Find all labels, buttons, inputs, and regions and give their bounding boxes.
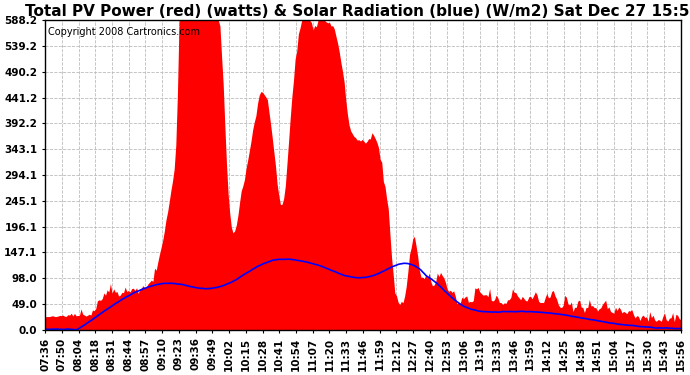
Text: Copyright 2008 Cartronics.com: Copyright 2008 Cartronics.com (48, 27, 200, 36)
Title: Total PV Power (red) (watts) & Solar Radiation (blue) (W/m2) Sat Dec 27 15:58: Total PV Power (red) (watts) & Solar Rad… (26, 4, 690, 19)
